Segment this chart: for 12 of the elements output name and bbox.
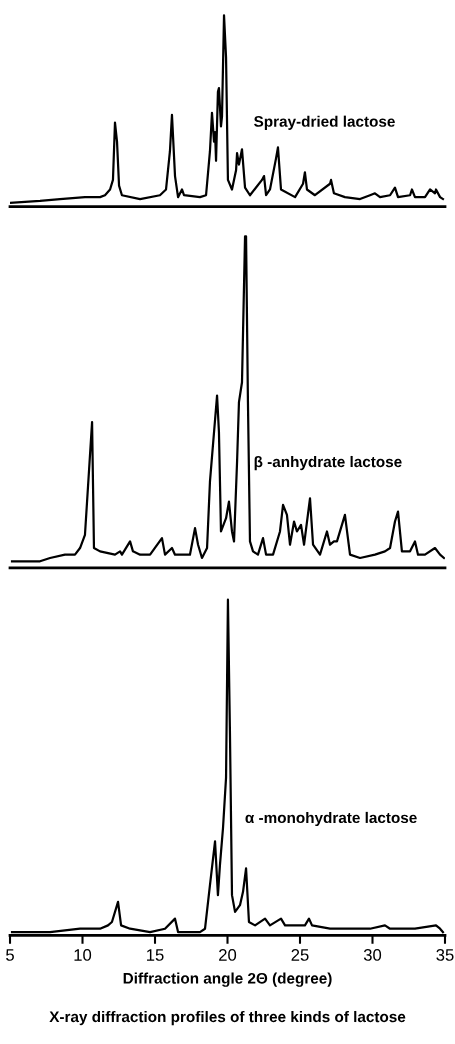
series-label: α -monohydrate lactose [245, 811, 417, 827]
x-tick-label: 30 [363, 949, 382, 961]
x-tick-label: 25 [291, 949, 309, 961]
x-tick-label: 20 [219, 949, 237, 961]
x-tick-label: 35 [436, 949, 454, 961]
series-label: β -anhydrate lactose [254, 455, 402, 471]
series-label: Spray-dried lactose [254, 115, 395, 130]
text: X-ray diffraction profiles of three kinds of lactose [49, 1010, 406, 1026]
x-tick-label: 5 [6, 949, 14, 961]
x-axis-title: Diffraction angle 2Θ (degree) [123, 972, 332, 987]
x-tick-label: 10 [74, 949, 92, 961]
x-tick-label: 15 [147, 949, 164, 961]
